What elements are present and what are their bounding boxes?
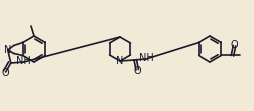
Text: O: O xyxy=(133,66,141,76)
Text: NH: NH xyxy=(16,56,31,66)
Text: NH: NH xyxy=(139,53,153,63)
Text: O: O xyxy=(230,40,238,50)
Text: N: N xyxy=(4,45,11,55)
Text: N: N xyxy=(116,56,124,66)
Text: O: O xyxy=(2,68,10,78)
